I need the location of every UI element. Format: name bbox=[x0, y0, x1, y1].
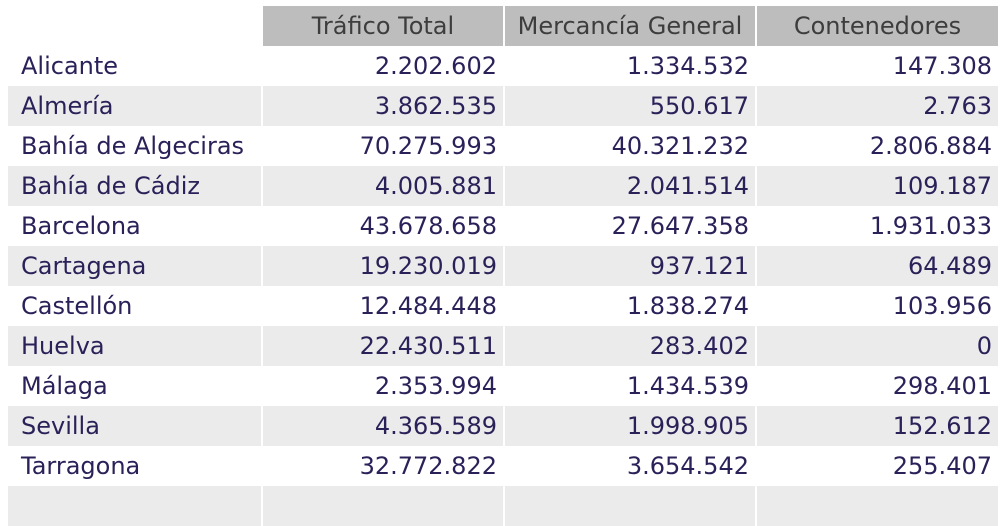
port-name: Alicante bbox=[6, 46, 263, 86]
port-name: Bahía de Cádiz bbox=[6, 166, 263, 206]
contenedores-value: 103.956 bbox=[755, 286, 1000, 326]
mercancia-general-value: 1.998.905 bbox=[503, 406, 757, 446]
mercancia-general-value: 40.321.232 bbox=[503, 126, 757, 166]
contenedores-value: 64.489 bbox=[755, 246, 1000, 286]
trafico-total-value: 4.005.881 bbox=[261, 166, 505, 206]
port-name: Sevilla bbox=[6, 406, 263, 446]
port-traffic-table-container: Tráfico Total Mercancía General Contened… bbox=[6, 6, 1000, 526]
contenedores-value: 109.187 bbox=[755, 166, 1000, 206]
header-contenedores: Contenedores bbox=[755, 6, 1000, 46]
port-name: Castellón bbox=[6, 286, 263, 326]
header-mercancia-general: Mercancía General bbox=[503, 6, 757, 46]
header-blank-cell bbox=[7, 6, 262, 46]
trafico-total-value: 3.862.535 bbox=[261, 86, 505, 126]
trafico-total-value: 22.430.511 bbox=[261, 326, 505, 366]
contenedores-value: 298.401 bbox=[755, 366, 1000, 406]
header-trafico-total: Tráfico Total bbox=[261, 6, 505, 46]
mercancia-general-value: 283.402 bbox=[503, 326, 757, 366]
trafico-total-value: 4.365.589 bbox=[261, 406, 505, 446]
table-row: Castellón 12.484.448 1.838.274 103.956 bbox=[6, 286, 1000, 326]
port-name: Huelva bbox=[6, 326, 263, 366]
mercancia-general-cut-off bbox=[503, 486, 757, 526]
trafico-total-value: 70.275.993 bbox=[261, 126, 505, 166]
port-name: Almería bbox=[6, 86, 263, 126]
contenedores-value: 147.308 bbox=[755, 46, 1000, 86]
trafico-total-value: 2.353.994 bbox=[261, 366, 505, 406]
table-row: Alicante 2.202.602 1.334.532 147.308 bbox=[6, 46, 1000, 86]
trafico-total-value: 32.772.822 bbox=[261, 446, 505, 486]
trafico-total-value: 19.230.019 bbox=[261, 246, 505, 286]
contenedores-value: 1.931.033 bbox=[755, 206, 1000, 246]
table-row: Cartagena 19.230.019 937.121 64.489 bbox=[6, 246, 1000, 286]
table-row: Bahía de Algeciras 70.275.993 40.321.232… bbox=[6, 126, 1000, 166]
table-row: Málaga 2.353.994 1.434.539 298.401 bbox=[6, 366, 1000, 406]
table-row: Bahía de Cádiz 4.005.881 2.041.514 109.1… bbox=[6, 166, 1000, 206]
contenedores-value: 255.407 bbox=[755, 446, 1000, 486]
contenedores-value: 2.763 bbox=[755, 86, 1000, 126]
trafico-total-value: 12.484.448 bbox=[261, 286, 505, 326]
mercancia-general-value: 550.617 bbox=[503, 86, 757, 126]
mercancia-general-value: 1.434.539 bbox=[503, 366, 757, 406]
table-row: Huelva 22.430.511 283.402 0 bbox=[6, 326, 1000, 366]
port-name: Barcelona bbox=[6, 206, 263, 246]
contenedores-value: 0 bbox=[755, 326, 1000, 366]
mercancia-general-value: 27.647.358 bbox=[503, 206, 757, 246]
port-name: Bahía de Algeciras bbox=[6, 126, 263, 166]
trafico-total-value: 43.678.658 bbox=[261, 206, 505, 246]
port-name-cut-off bbox=[6, 486, 263, 526]
trafico-total-value: 2.202.602 bbox=[261, 46, 505, 86]
mercancia-general-value: 937.121 bbox=[503, 246, 757, 286]
port-name: Cartagena bbox=[6, 246, 263, 286]
mercancia-general-value: 1.838.274 bbox=[503, 286, 757, 326]
table-row: Almería 3.862.535 550.617 2.763 bbox=[6, 86, 1000, 126]
trafico-total-cut-off bbox=[261, 486, 505, 526]
port-name: Tarragona bbox=[6, 446, 263, 486]
port-name: Málaga bbox=[6, 366, 263, 406]
contenedores-value: 152.612 bbox=[755, 406, 1000, 446]
table-row: Sevilla 4.365.589 1.998.905 152.612 bbox=[6, 406, 1000, 446]
contenedores-cut-off bbox=[755, 486, 1000, 526]
table-row: Barcelona 43.678.658 27.647.358 1.931.03… bbox=[6, 206, 1000, 246]
table-row-cut-off bbox=[6, 486, 1000, 526]
header-row: Tráfico Total Mercancía General Contened… bbox=[7, 6, 1000, 46]
mercancia-general-value: 2.041.514 bbox=[503, 166, 757, 206]
table-row: Tarragona 32.772.822 3.654.542 255.407 bbox=[6, 446, 1000, 486]
mercancia-general-value: 1.334.532 bbox=[503, 46, 757, 86]
port-traffic-table: Tráfico Total Mercancía General Contened… bbox=[6, 6, 1000, 526]
mercancia-general-value: 3.654.542 bbox=[503, 446, 757, 486]
contenedores-value: 2.806.884 bbox=[755, 126, 1000, 166]
